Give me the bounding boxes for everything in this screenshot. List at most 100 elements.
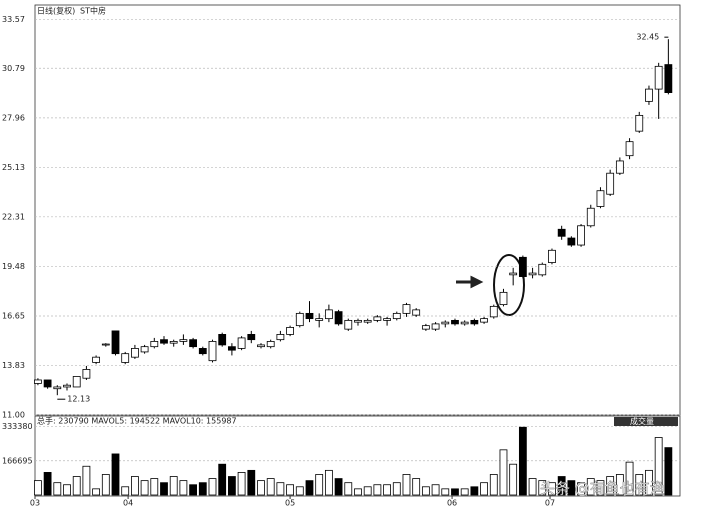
candle-body xyxy=(451,319,459,325)
candle-body xyxy=(548,249,556,263)
volume-header: 总手: 230790 MAVOL5: 194522 MAVOL10: 15598… xyxy=(37,416,237,426)
max-label: 32.45 xyxy=(636,33,659,42)
indicator-selector[interactable] xyxy=(614,417,678,426)
candle-body xyxy=(577,225,585,246)
candle-body xyxy=(518,256,527,277)
y-tick-label: 16.65 xyxy=(2,312,25,321)
y-tick-label: 33.57 xyxy=(2,15,25,24)
candle-body xyxy=(257,344,265,348)
volume-bar xyxy=(92,488,101,496)
candle-body xyxy=(121,353,130,363)
candle-body xyxy=(596,190,605,207)
candle-body xyxy=(625,141,634,157)
candle-body xyxy=(286,326,294,335)
candle-body xyxy=(305,312,314,320)
candle-body xyxy=(615,160,624,174)
watermark: 头条 @有鱼也有渔 xyxy=(540,480,665,498)
candle-body xyxy=(334,311,343,325)
volume-bar xyxy=(499,449,508,496)
volume-bar xyxy=(247,469,256,496)
volume-bar xyxy=(53,482,62,496)
candle-body xyxy=(198,348,207,355)
candle-body xyxy=(606,172,615,195)
candle-body xyxy=(586,207,595,227)
candle-body xyxy=(237,337,246,349)
volume-bar xyxy=(451,488,459,496)
candle-body xyxy=(276,334,285,341)
candle-body xyxy=(169,341,178,344)
candle-body xyxy=(499,291,508,306)
candle-body xyxy=(34,379,42,384)
candle-body xyxy=(441,321,450,325)
candle-body xyxy=(402,304,411,314)
volume-frame xyxy=(34,415,681,497)
candle-body xyxy=(315,318,324,321)
volume-bar xyxy=(160,482,168,496)
candle-body xyxy=(208,341,217,362)
volume-bar xyxy=(324,469,333,496)
y-tick-label: 11.00 xyxy=(2,411,25,420)
volume-bar xyxy=(179,480,188,496)
y-tick-label: 25.13 xyxy=(2,163,25,172)
volume-bar xyxy=(383,484,391,496)
candle-body xyxy=(150,341,159,348)
candle-body xyxy=(53,386,62,390)
volume-bar xyxy=(121,486,130,496)
volume-tick-label: 333380 xyxy=(2,422,33,431)
candle-body xyxy=(431,323,440,330)
volume-bar xyxy=(489,474,498,496)
x-tick-label: 03 xyxy=(30,499,40,508)
y-tick-label: 30.79 xyxy=(2,64,25,73)
volume-bar xyxy=(635,474,644,496)
volume-bar xyxy=(538,480,547,496)
x-tick-label: 06 xyxy=(447,499,457,508)
candle-body xyxy=(421,325,430,330)
volume-bar xyxy=(276,482,285,496)
volume-bar xyxy=(664,447,673,496)
volume-bar xyxy=(334,478,343,496)
volume-bar xyxy=(528,478,537,496)
candle-body xyxy=(111,330,120,355)
candle-body xyxy=(63,384,71,388)
volume-bar xyxy=(257,480,265,496)
candle-body xyxy=(131,348,139,358)
annotation-oval xyxy=(493,254,525,316)
volume-bar xyxy=(548,482,556,496)
candle-body xyxy=(538,263,547,276)
candle-body xyxy=(557,228,566,237)
candle-body xyxy=(101,343,110,346)
volume-bar xyxy=(131,476,139,496)
volume-bar xyxy=(286,484,294,496)
volume-bar xyxy=(654,437,663,496)
x-tick-label: 05 xyxy=(285,499,295,508)
candle-body xyxy=(92,356,101,363)
volume-bar xyxy=(189,484,197,496)
volume-bar xyxy=(169,476,178,496)
candle-body xyxy=(489,305,498,318)
volume-bar xyxy=(34,480,42,496)
candle-body xyxy=(412,309,421,316)
volume-bar xyxy=(305,480,314,496)
candle-body xyxy=(392,312,401,320)
candle-body xyxy=(324,309,333,320)
candle-body xyxy=(528,272,537,276)
candle-body xyxy=(509,272,518,276)
price-frame xyxy=(34,4,681,416)
volume-bar xyxy=(354,488,362,496)
volume-bar xyxy=(596,480,605,496)
volume-bar xyxy=(82,465,91,496)
y-tick-label: 19.48 xyxy=(2,262,25,271)
volume-tick-label: 166695 xyxy=(2,456,33,465)
volume-bar xyxy=(111,453,120,496)
volume-bar xyxy=(363,486,372,496)
indicator-selector-label[interactable]: 成交量 xyxy=(630,416,654,426)
volume-bar xyxy=(392,482,401,496)
volume-bar xyxy=(315,474,324,496)
candle-body xyxy=(567,237,576,246)
volume-bar xyxy=(567,480,576,496)
candle-body xyxy=(470,319,479,325)
volume-bar xyxy=(373,484,382,496)
volume-bar xyxy=(43,472,52,496)
volume-bar xyxy=(237,472,246,496)
